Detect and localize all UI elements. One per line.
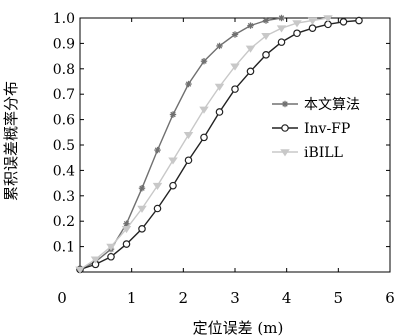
x-tick-label: 2 bbox=[179, 289, 189, 307]
star-marker bbox=[138, 184, 146, 192]
triangle-marker bbox=[121, 226, 132, 234]
circle-marker bbox=[138, 225, 146, 233]
series-line bbox=[79, 17, 329, 271]
triangle-marker bbox=[323, 15, 333, 23]
legend-label: iBILL bbox=[304, 145, 343, 161]
legend-item: 本文算法 bbox=[272, 97, 360, 113]
y-tick-label: 0.1 bbox=[53, 240, 75, 256]
triangle-marker bbox=[137, 205, 147, 213]
triangle-marker bbox=[106, 243, 116, 251]
circle-marker bbox=[246, 67, 255, 76]
triangle-marker bbox=[75, 266, 85, 274]
triangle-marker bbox=[280, 149, 290, 157]
legend-item: Inv-FP bbox=[272, 121, 350, 137]
star-marker-stroke bbox=[247, 22, 254, 29]
star-marker-stroke bbox=[170, 111, 176, 118]
star-marker bbox=[200, 57, 208, 65]
triangle-marker bbox=[183, 132, 194, 140]
triangle-marker bbox=[307, 17, 318, 25]
circle-marker bbox=[262, 51, 270, 59]
star-marker bbox=[262, 17, 270, 24]
star-marker bbox=[185, 80, 192, 88]
legend-label: Inv-FP bbox=[304, 121, 350, 137]
y-tick-label: 0.2 bbox=[53, 214, 75, 230]
triangle-marker bbox=[168, 157, 178, 165]
y-tick-label: 0.5 bbox=[53, 138, 75, 154]
star-marker bbox=[216, 42, 223, 50]
x-tick-label: 6 bbox=[385, 289, 394, 307]
y-axis-label: 累积误差概率分布 bbox=[2, 81, 20, 201]
triangle-marker bbox=[230, 63, 240, 71]
triangle-marker bbox=[261, 32, 271, 41]
circle-marker bbox=[153, 204, 162, 213]
circle-marker bbox=[215, 108, 224, 116]
triangle-marker bbox=[276, 25, 287, 33]
star-marker-stroke bbox=[154, 147, 161, 153]
series-circle bbox=[76, 16, 363, 274]
star-marker-stroke bbox=[282, 101, 288, 107]
circle-marker bbox=[293, 29, 301, 38]
y-tick-label: 0.6 bbox=[53, 113, 75, 129]
y-tick-label: 0.8 bbox=[53, 62, 75, 78]
y-tick-label: 0.4 bbox=[53, 163, 75, 179]
star-marker bbox=[169, 111, 177, 118]
circle-marker bbox=[231, 85, 239, 93]
star-marker-stroke bbox=[232, 31, 238, 38]
triangle-marker bbox=[245, 45, 256, 53]
y-tick-label: 0.7 bbox=[53, 87, 75, 103]
star-marker bbox=[123, 220, 130, 227]
triangle-marker bbox=[152, 182, 163, 190]
series-triangle bbox=[75, 15, 333, 274]
star-marker-stroke bbox=[185, 81, 192, 87]
y-tick-label: 1.0 bbox=[53, 11, 75, 27]
star-marker-stroke bbox=[201, 58, 207, 64]
triangle-marker bbox=[292, 20, 302, 28]
star-marker-stroke bbox=[216, 43, 223, 49]
circle-marker bbox=[122, 240, 131, 248]
plot-frame bbox=[79, 17, 391, 273]
star-marker-stroke bbox=[123, 221, 130, 227]
circle-marker bbox=[308, 24, 317, 32]
x-axis-label: 定位误差 (m) bbox=[193, 319, 284, 336]
axes bbox=[79, 17, 391, 273]
x-tick-label: 5 bbox=[334, 289, 344, 307]
circle-marker bbox=[184, 156, 193, 165]
tick-labels: 0 1 2 3 4 5 6 0.1 0.2 0.3 0.4 0.5 0.6 0.7 0.8 0.9 1.0 bbox=[53, 11, 394, 307]
circle-marker bbox=[107, 252, 115, 261]
legend: 本文算法 Inv-FP iBILL bbox=[272, 97, 360, 161]
circle-marker bbox=[339, 18, 348, 26]
star-marker-stroke bbox=[139, 185, 145, 191]
x-tick-label: 3 bbox=[230, 289, 240, 307]
y-tick-label: 0.9 bbox=[53, 36, 75, 52]
series-star bbox=[76, 14, 285, 273]
series-lines bbox=[75, 14, 363, 274]
star-marker bbox=[281, 100, 289, 108]
circle-marker bbox=[355, 16, 363, 25]
circle-marker bbox=[281, 124, 289, 132]
star-marker-stroke bbox=[263, 17, 269, 24]
circle-marker bbox=[200, 133, 208, 142]
legend-item: iBILL bbox=[272, 145, 343, 161]
legend-label: 本文算法 bbox=[304, 97, 360, 113]
circle-marker bbox=[169, 181, 177, 190]
x-tick-label: 1 bbox=[127, 289, 137, 307]
triangle-marker bbox=[214, 83, 225, 91]
triangle-marker bbox=[199, 106, 209, 114]
star-marker bbox=[247, 22, 254, 29]
x-tick-label: 0 bbox=[57, 289, 67, 307]
series-line bbox=[79, 17, 282, 271]
star-marker-stroke bbox=[278, 15, 285, 21]
star-marker bbox=[231, 31, 239, 38]
y-tick-label: 0.3 bbox=[53, 189, 75, 205]
star-marker bbox=[154, 146, 161, 154]
x-tick-label: 4 bbox=[282, 289, 292, 307]
circle-marker bbox=[277, 38, 286, 46]
triangle-marker bbox=[90, 256, 101, 264]
star-marker bbox=[278, 14, 285, 22]
